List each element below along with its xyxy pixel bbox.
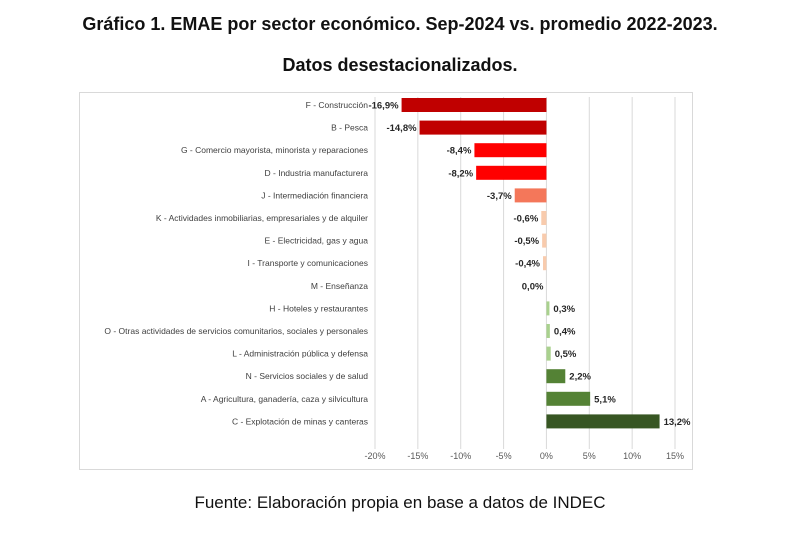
category-label: M - Enseñanza [311,281,368,291]
category-label: I - Transporte y comunicaciones [248,258,368,268]
category-label: B - Pesca [331,123,368,133]
bar [419,120,547,135]
data-label: -0,4% [515,259,540,270]
category-label: F - Construcción [306,100,369,110]
data-label: 13,2% [664,417,691,428]
data-label: 0,4% [554,327,576,338]
x-tick-label: -20% [364,451,385,461]
data-label: -14,8% [386,123,417,134]
bar [514,188,547,203]
bar [546,414,660,429]
category-label: H - Hoteles y restaurantes [269,303,368,313]
category-label: N - Servicios sociales y de salud [246,371,369,381]
bar [541,211,547,225]
x-tick-label: -15% [407,451,428,461]
source-note: Fuente: Elaboración propia en base a dat… [194,493,606,512]
x-tick-label: 5% [583,451,596,461]
data-label: 0,3% [553,304,575,315]
data-label: 5,1% [594,394,616,405]
x-tick-label: 0% [540,451,553,461]
category-label: C - Explotación de minas y canteras [232,416,368,426]
category-label: J - Intermediación financiera [261,190,368,200]
data-label: -16,9% [368,101,399,112]
x-tick-label: 15% [666,451,684,461]
category-label: A - Agricultura, ganadería, caza y silvi… [201,394,369,404]
bar-chart: -20% -15% -10% -5% 0% 5% 10% 15% F - Construcció… [104,97,691,461]
data-label: -8,4% [447,146,472,157]
chart-title-line1: Gráfico 1. EMAE por sector económico. Se… [82,14,718,34]
bar [546,301,550,316]
bar [546,369,566,384]
category-label: E - Electricidad, gas y agua [265,236,369,246]
data-label: -0,5% [514,236,539,247]
x-tick-label: -10% [450,451,471,461]
x-tick-label: 10% [623,451,641,461]
bar [543,256,547,271]
bar [401,98,547,112]
data-label: 2,2% [569,372,591,383]
category-label: D - Industria manufacturera [265,168,369,178]
data-label: 0,0% [522,281,544,292]
bar [474,143,547,158]
category-label: K - Actividades inmobiliarias, empresari… [156,213,368,223]
bar [542,233,547,248]
category-label: G - Comercio mayorista, minorista y repa… [181,145,368,155]
data-label: -3,7% [487,191,512,202]
data-label: -0,6% [513,214,538,225]
chart-title-line2: Datos desestacionalizados. [282,55,518,75]
x-tick-label: -5% [496,451,512,461]
category-label: O - Otras actividades de servicios comun… [104,326,368,336]
data-label: 0,5% [555,349,577,360]
bar [546,346,551,361]
bar [546,324,550,338]
category-label: L - Administración pública y defensa [232,349,368,359]
data-label: -8,2% [448,168,473,179]
bar [476,165,547,180]
chart-frame: -20% -15% -10% -5% 0% 5% 10% 15% F - Construcció… [79,92,693,470]
bar [546,391,591,406]
